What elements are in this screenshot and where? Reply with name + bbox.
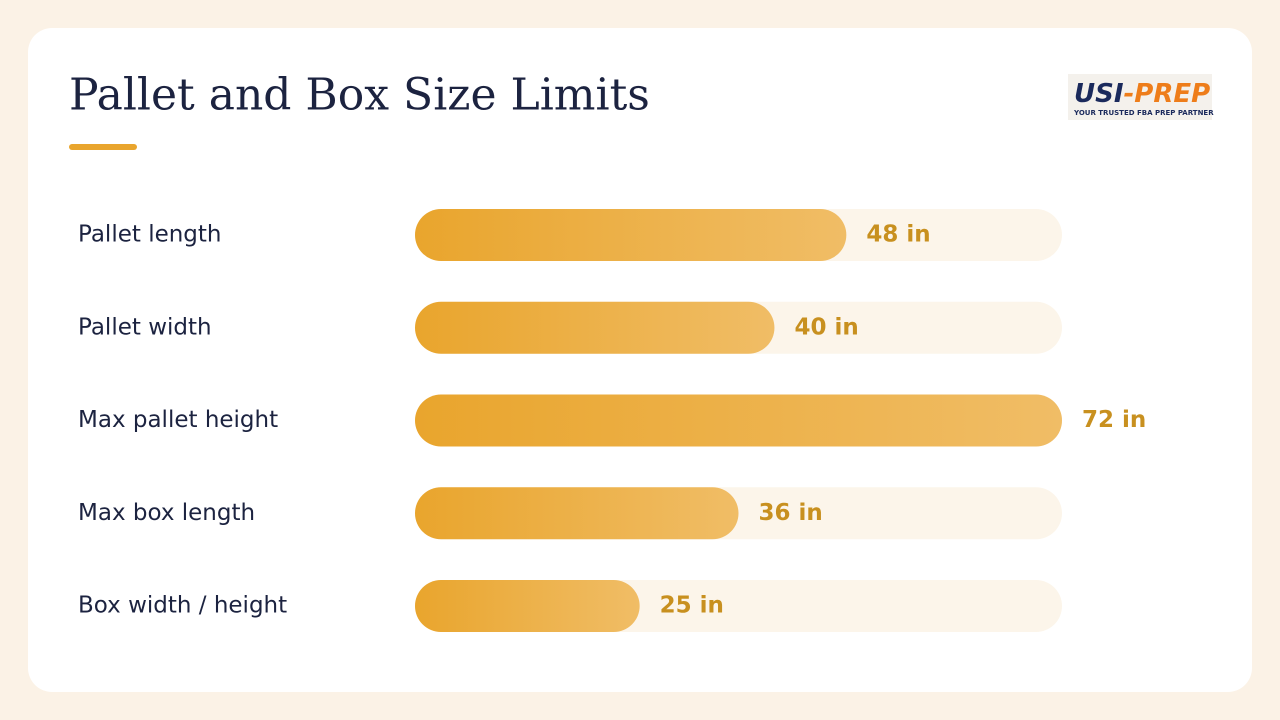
bar [415,209,847,261]
value-label: 72 in [1082,407,1146,433]
logo-accent: -PREP [1124,79,1211,109]
bar [415,301,775,354]
value-label: 40 in [794,314,858,340]
category-label: Max box length [78,500,255,526]
logo-text: USI-PREP [1074,79,1210,109]
logo: USI-PREP YOUR TRUSTED FBA PREP PARTNER [1068,74,1214,120]
bar [415,580,640,632]
category-label: Max pallet height [78,407,278,433]
category-label: Box width / height [78,593,287,619]
bar [415,487,739,540]
category-label: Pallet width [78,314,212,340]
bar [415,394,1062,447]
value-label: 36 in [759,500,823,526]
logo-primary: USI [1074,79,1124,109]
title-underline [69,144,137,150]
logo-box [1068,74,1212,120]
chart-title: Pallet and Box Size Limits [69,70,650,121]
logo-tagline: YOUR TRUSTED FBA PREP PARTNER [1073,109,1214,117]
value-label: 25 in [660,593,724,619]
category-label: Pallet length [78,222,222,248]
value-label: 48 in [866,222,930,248]
